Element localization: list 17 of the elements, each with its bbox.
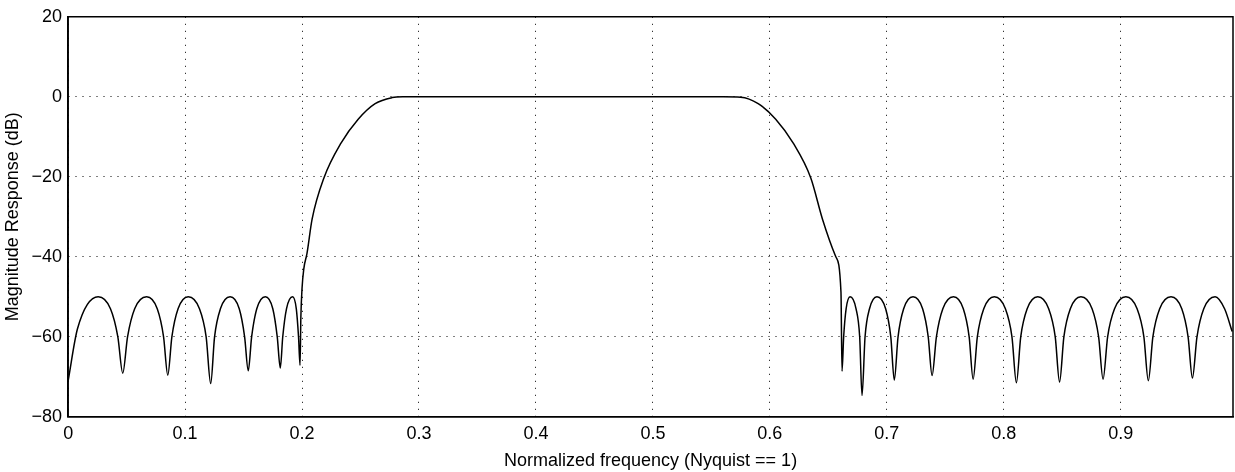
x-tick-label: 0.1 — [172, 422, 198, 443]
x-tick-label: 0.4 — [523, 422, 549, 443]
x-tick-label: 0.7 — [874, 422, 900, 443]
y-tick-label: 20 — [42, 5, 63, 26]
x-tick-label: 0.2 — [289, 422, 315, 443]
y-tick-label: −80 — [31, 405, 63, 426]
y-tick-label: −60 — [31, 325, 63, 346]
x-tick-label: 0.3 — [406, 422, 432, 443]
x-tick-label: 0.6 — [757, 422, 783, 443]
y-tick-label: −20 — [31, 165, 63, 186]
y-axis-title: Magnitude Response (dB) — [1, 112, 22, 322]
x-axis-title: Normalized frequency (Nyquist == 1) — [504, 450, 798, 471]
x-tick-label: 0.9 — [1108, 422, 1134, 443]
y-tick-label: 0 — [52, 85, 63, 106]
x-tick-label: 0.8 — [991, 422, 1017, 443]
x-tick-label: 0.5 — [640, 422, 666, 443]
y-tick-label: −40 — [31, 245, 63, 266]
